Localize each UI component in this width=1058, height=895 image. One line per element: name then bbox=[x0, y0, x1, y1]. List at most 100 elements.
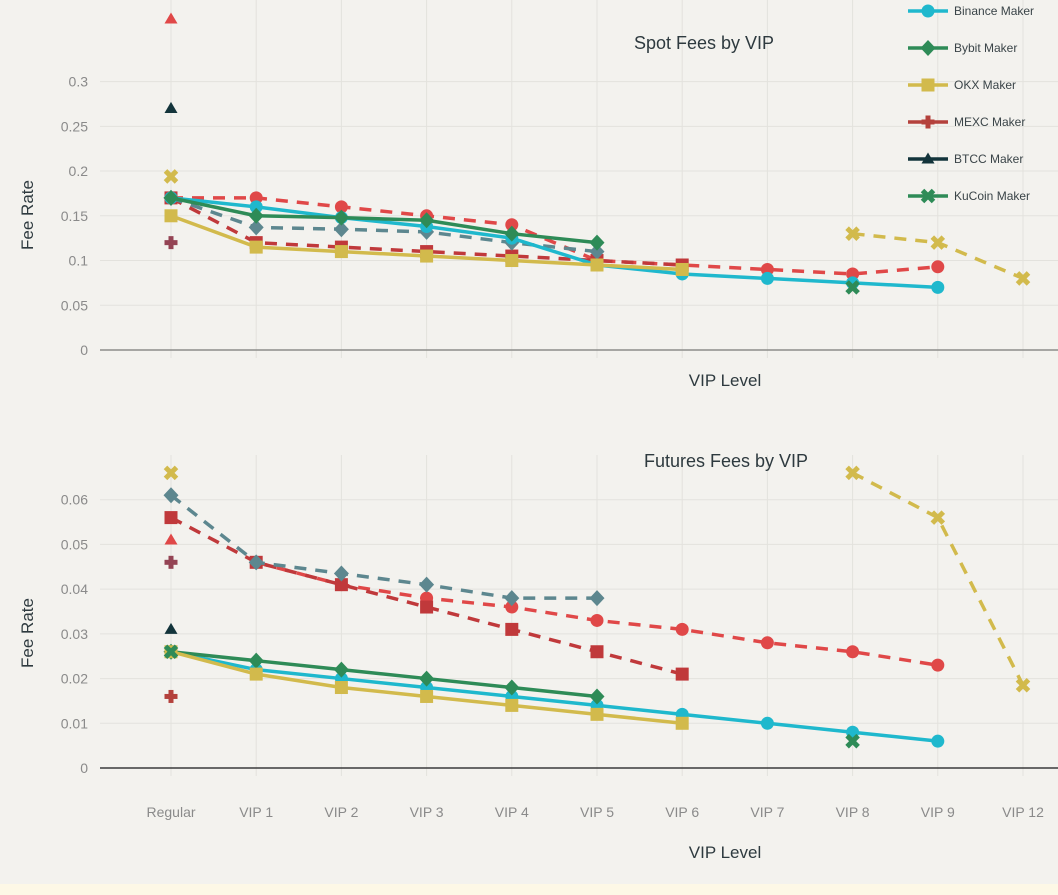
series-line bbox=[170, 650, 598, 699]
data-point bbox=[760, 271, 774, 285]
y-tick-label: 0.05 bbox=[61, 536, 88, 552]
data-point bbox=[504, 590, 520, 607]
series-8 bbox=[163, 189, 605, 260]
data-point bbox=[505, 622, 519, 636]
y-axis-label: Fee Rate bbox=[18, 598, 37, 668]
data-point bbox=[248, 207, 264, 224]
x-tick-label: VIP 3 bbox=[410, 804, 444, 820]
legend-marker bbox=[921, 4, 935, 18]
data-point bbox=[333, 221, 349, 238]
data-point bbox=[333, 209, 349, 226]
series-9 bbox=[163, 465, 1031, 693]
data-point bbox=[164, 12, 178, 24]
y-tick-label: 0.05 bbox=[61, 297, 88, 313]
data-point bbox=[590, 645, 604, 659]
y-tick-label: 0 bbox=[80, 342, 88, 358]
data-point bbox=[1015, 678, 1031, 693]
data-point bbox=[164, 622, 178, 634]
legend-marker bbox=[921, 78, 935, 92]
chart-title: Futures Fees by VIP bbox=[644, 451, 808, 471]
series-line bbox=[171, 196, 938, 276]
data-point bbox=[249, 200, 263, 214]
data-point bbox=[419, 212, 435, 229]
y-tick-label: 0.1 bbox=[69, 253, 89, 269]
data-point bbox=[249, 191, 263, 205]
legend-label: Binance Maker bbox=[954, 4, 1034, 18]
series-line bbox=[170, 196, 938, 290]
data-point bbox=[845, 280, 860, 295]
data-point bbox=[333, 565, 349, 582]
data-point bbox=[505, 698, 519, 712]
y-tick-label: 0.3 bbox=[69, 74, 89, 90]
data-point bbox=[163, 644, 179, 660]
y-tick-label: 0.04 bbox=[61, 581, 88, 597]
data-point bbox=[164, 559, 178, 565]
data-point bbox=[505, 600, 519, 614]
data-point bbox=[931, 280, 945, 294]
legend-label: BTCC Maker bbox=[954, 152, 1023, 166]
data-point bbox=[760, 716, 774, 730]
data-point bbox=[505, 254, 519, 268]
x-tick-label: VIP 1 bbox=[239, 804, 273, 820]
legend-marker bbox=[921, 119, 935, 125]
x-tick-label: Regular bbox=[146, 804, 195, 820]
data-point bbox=[675, 667, 689, 681]
data-point bbox=[334, 200, 348, 214]
data-point bbox=[164, 101, 178, 113]
series-0 bbox=[164, 645, 945, 748]
series-1 bbox=[163, 643, 605, 705]
series-10 bbox=[164, 533, 178, 545]
data-point bbox=[420, 249, 434, 263]
data-point bbox=[164, 693, 178, 699]
y-axis-label: Fee Rate bbox=[18, 180, 37, 250]
series-line bbox=[851, 471, 1025, 687]
data-point bbox=[930, 510, 946, 525]
data-point bbox=[590, 613, 604, 627]
data-point bbox=[163, 487, 179, 504]
data-point bbox=[675, 262, 689, 276]
data-point bbox=[505, 218, 519, 232]
x-tick-label: VIP 8 bbox=[836, 804, 870, 820]
data-point bbox=[931, 734, 945, 748]
x-tick-label: VIP 7 bbox=[750, 804, 784, 820]
legend-marker bbox=[920, 188, 936, 204]
series-11 bbox=[164, 236, 178, 250]
data-point bbox=[164, 209, 178, 223]
data-point bbox=[420, 689, 434, 703]
series-5 bbox=[163, 644, 860, 749]
legend: Binance Maker Bybit Maker OKX Maker MEXC Ma… bbox=[908, 4, 1034, 204]
legend-label: OKX Maker bbox=[954, 78, 1016, 92]
data-point bbox=[334, 681, 348, 695]
y-tick-label: 0.01 bbox=[61, 715, 88, 731]
series-5 bbox=[845, 280, 860, 295]
legend-label: MEXC Maker bbox=[954, 115, 1025, 129]
data-point bbox=[504, 225, 520, 242]
legend-item: Bybit Maker bbox=[908, 40, 1017, 56]
series-10 bbox=[164, 12, 178, 24]
data-point bbox=[163, 169, 179, 184]
series-9 bbox=[163, 169, 1031, 286]
data-point bbox=[589, 234, 605, 251]
data-point bbox=[675, 622, 689, 636]
data-point bbox=[845, 226, 860, 241]
x-tick-label: VIP 6 bbox=[665, 804, 699, 820]
data-point bbox=[248, 554, 264, 571]
x-tick-label: VIP 12 bbox=[1002, 804, 1044, 820]
series-line bbox=[169, 493, 597, 600]
data-point bbox=[164, 533, 178, 545]
data-point bbox=[1015, 271, 1031, 286]
data-point bbox=[248, 652, 264, 669]
legend-item: Binance Maker bbox=[908, 4, 1034, 18]
data-point bbox=[760, 262, 774, 276]
data-point bbox=[590, 707, 604, 721]
x-tick-label: VIP 5 bbox=[580, 804, 614, 820]
data-point bbox=[931, 260, 945, 274]
data-point bbox=[164, 240, 178, 246]
series-3 bbox=[164, 689, 178, 703]
series-1 bbox=[163, 189, 605, 251]
x-tick-label: VIP 2 bbox=[324, 804, 358, 820]
series-2 bbox=[164, 209, 689, 276]
data-point bbox=[589, 243, 605, 260]
series-line bbox=[170, 196, 598, 245]
series-8 bbox=[163, 487, 605, 607]
